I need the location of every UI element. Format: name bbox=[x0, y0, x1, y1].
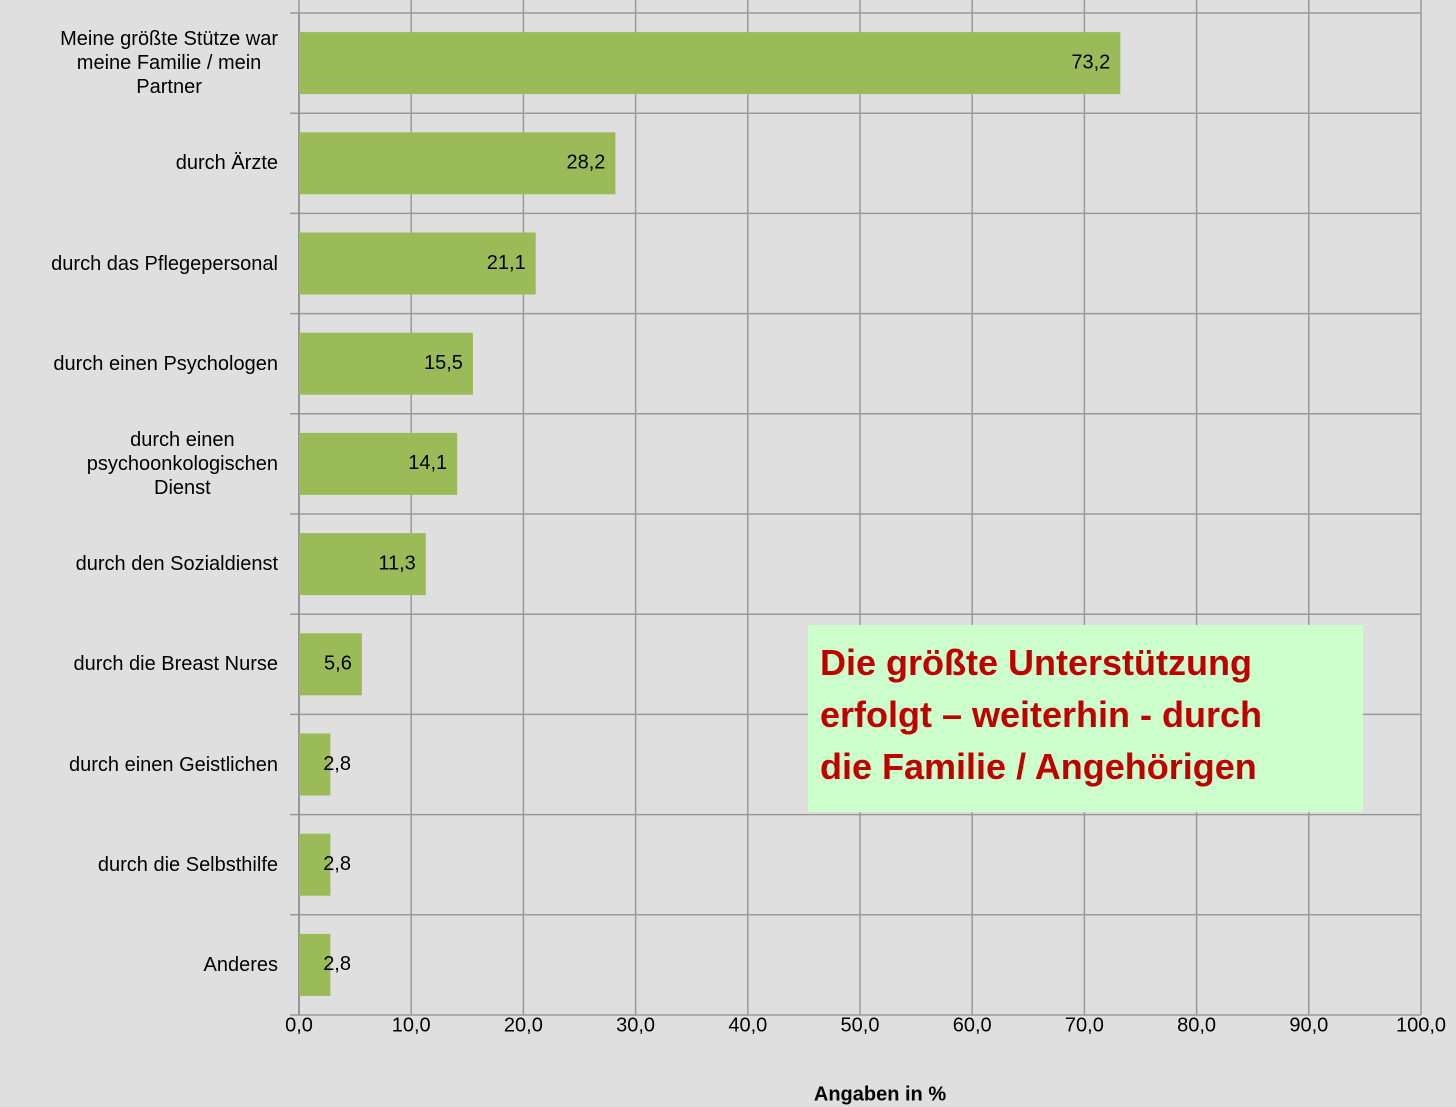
x-tick-label: 100,0 bbox=[1396, 1014, 1446, 1036]
x-tick-label: 0,0 bbox=[285, 1014, 313, 1036]
y-tick-label: Anderes bbox=[203, 953, 279, 976]
value-label: 14,1 bbox=[408, 452, 447, 474]
bar bbox=[299, 833, 331, 896]
value-label: 21,1 bbox=[487, 252, 526, 274]
annotation: Die größte Unterstützung erfolgt – weite… bbox=[808, 625, 1363, 812]
y-tick-label: durch einen Geistlichen bbox=[68, 753, 278, 776]
y-tick-label-box: durch den Sozialdienst bbox=[0, 524, 278, 604]
bar bbox=[299, 933, 331, 996]
y-tick-label-box: Anderes bbox=[0, 925, 279, 1005]
y-tick-label: durch einen psychoonkologischen Dienst bbox=[86, 428, 278, 499]
bar bbox=[299, 132, 616, 195]
value-label: 2,8 bbox=[323, 853, 351, 875]
x-tick-label: 40,0 bbox=[728, 1014, 767, 1036]
x-tick-label: 50,0 bbox=[841, 1014, 880, 1036]
x-tick-label: 20,0 bbox=[504, 1014, 543, 1036]
y-tick-label-box: durch Ärzte bbox=[0, 123, 278, 203]
y-tick-label-box: durch das Pflegepersonal bbox=[0, 224, 278, 304]
value-label: 11,3 bbox=[378, 552, 415, 574]
bar bbox=[299, 232, 536, 295]
value-label: 5,6 bbox=[324, 653, 352, 675]
y-tick-label: durch die Selbsthilfe bbox=[97, 853, 278, 876]
y-tick-label: durch die Breast Nurse bbox=[73, 653, 278, 676]
value-label: 28,2 bbox=[566, 152, 605, 174]
x-tick-label: 30,0 bbox=[616, 1014, 655, 1036]
bar bbox=[299, 633, 362, 696]
value-label: 73,2 bbox=[1071, 51, 1110, 73]
y-tick-label: Meine größte Stütze war meine Familie / … bbox=[60, 28, 278, 99]
x-axis-label: Angaben in % bbox=[814, 1083, 946, 1105]
y-tick-label-box: durch die Breast Nurse bbox=[0, 624, 278, 704]
bar bbox=[299, 533, 426, 596]
y-tick-label: durch den Sozialdienst bbox=[75, 553, 278, 576]
x-tick-label: 70,0 bbox=[1065, 1014, 1104, 1036]
x-tick-label: 90,0 bbox=[1289, 1014, 1328, 1036]
bar bbox=[299, 32, 1121, 95]
bar bbox=[299, 432, 458, 495]
value-label: 15,5 bbox=[424, 352, 463, 374]
bar bbox=[299, 733, 331, 796]
y-tick-label-box: durch einen Psychologen bbox=[0, 324, 278, 404]
x-tick-label: 60,0 bbox=[953, 1014, 992, 1036]
x-tick-label: 10,0 bbox=[392, 1014, 431, 1036]
bar bbox=[299, 332, 473, 395]
y-tick-label-box: durch die Selbsthilfe bbox=[0, 825, 278, 905]
y-tick-label: durch das Pflegepersonal bbox=[51, 252, 278, 275]
y-tick-label-box: durch einen psychoonkologischen Dienst bbox=[0, 424, 278, 504]
y-tick-label: durch Ärzte bbox=[175, 152, 278, 175]
value-label: 2,8 bbox=[323, 753, 351, 775]
y-tick-label: durch einen Psychologen bbox=[53, 352, 278, 375]
x-tick-label: 80,0 bbox=[1177, 1014, 1216, 1036]
y-tick-label-box: Meine größte Stütze war meine Familie / … bbox=[0, 23, 278, 103]
value-label: 2,8 bbox=[323, 953, 351, 975]
y-tick-label-box: durch einen Geistlichen bbox=[0, 725, 278, 805]
